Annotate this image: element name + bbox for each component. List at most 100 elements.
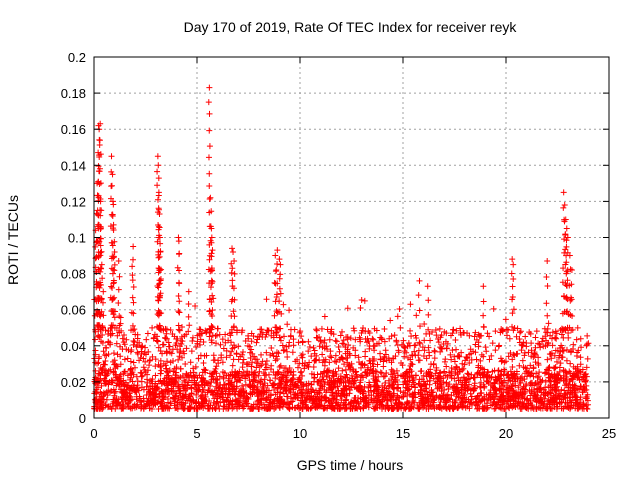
data-point <box>410 376 417 383</box>
data-point <box>477 357 484 364</box>
data-point <box>299 351 306 358</box>
data-point <box>407 327 414 334</box>
data-point <box>359 361 366 368</box>
data-point <box>308 381 315 388</box>
data-point <box>344 354 351 361</box>
data-point <box>525 405 532 412</box>
data-point <box>381 338 388 345</box>
data-point <box>526 369 533 376</box>
data-point <box>225 398 232 405</box>
data-point <box>209 292 216 299</box>
data-point <box>159 389 166 396</box>
data-point <box>156 265 163 272</box>
data-point <box>138 378 145 385</box>
data-point <box>327 353 334 360</box>
data-point <box>416 376 423 383</box>
data-point <box>272 391 279 398</box>
data-point <box>525 349 532 356</box>
data-point <box>179 354 186 361</box>
data-point <box>117 314 124 321</box>
data-point <box>387 317 394 324</box>
data-point <box>513 333 520 340</box>
data-point <box>208 323 215 330</box>
data-point <box>309 399 316 406</box>
data-point <box>214 377 221 384</box>
data-point <box>549 342 556 349</box>
data-point <box>298 389 305 396</box>
data-point <box>138 384 145 391</box>
data-point <box>483 348 490 355</box>
data-point <box>208 208 215 215</box>
data-point <box>491 405 498 412</box>
data-point <box>156 253 163 260</box>
data-point <box>208 339 215 346</box>
data-point <box>486 356 493 363</box>
data-point <box>473 356 480 363</box>
data-point <box>299 383 306 390</box>
data-point <box>352 369 359 376</box>
data-point <box>553 405 560 412</box>
data-point <box>232 372 239 379</box>
data-point <box>564 308 571 315</box>
data-point <box>491 367 498 374</box>
data-point <box>450 326 457 333</box>
data-point <box>150 335 157 342</box>
data-point <box>563 259 570 266</box>
data-point <box>524 402 531 409</box>
data-point <box>517 328 524 335</box>
data-point <box>267 396 274 403</box>
data-point <box>186 402 193 409</box>
data-point <box>431 347 438 354</box>
data-point <box>577 361 584 368</box>
data-point <box>168 388 175 395</box>
data-point <box>129 272 136 279</box>
data-point <box>499 328 506 335</box>
y-tick-label: 0 <box>79 411 86 426</box>
data-point <box>361 297 368 304</box>
data-point <box>206 170 213 177</box>
data-point <box>155 281 162 288</box>
data-point <box>176 388 183 395</box>
data-point <box>544 356 551 363</box>
data-point <box>336 405 343 412</box>
data-point <box>201 366 208 373</box>
data-point <box>239 359 246 366</box>
data-point <box>188 398 195 405</box>
data-point <box>495 373 502 380</box>
data-point <box>544 325 551 332</box>
data-point <box>138 350 145 357</box>
data-point <box>570 341 577 348</box>
data-point <box>299 390 306 397</box>
data-point <box>233 385 240 392</box>
data-point <box>289 376 296 383</box>
data-point <box>145 348 152 355</box>
data-point <box>109 242 116 249</box>
data-point <box>206 370 213 377</box>
data-point <box>393 385 400 392</box>
data-point <box>342 382 349 389</box>
data-point <box>121 368 128 375</box>
data-point <box>547 373 554 380</box>
data-point <box>116 322 123 329</box>
data-point <box>417 323 424 330</box>
data-point <box>403 349 410 356</box>
data-point <box>284 321 291 328</box>
data-point <box>136 339 143 346</box>
data-point <box>394 372 401 379</box>
data-point <box>552 364 559 371</box>
data-point <box>353 399 360 406</box>
data-point <box>228 269 235 276</box>
data-point <box>277 261 284 268</box>
data-point <box>430 361 437 368</box>
data-point <box>254 336 261 343</box>
data-point <box>374 394 381 401</box>
data-point <box>163 379 170 386</box>
data-point <box>360 405 367 412</box>
data-point <box>335 375 342 382</box>
data-point <box>351 327 358 334</box>
data-point <box>291 391 298 398</box>
data-point <box>410 398 417 405</box>
data-point <box>346 387 353 394</box>
data-point <box>144 401 151 408</box>
data-point <box>420 372 427 379</box>
